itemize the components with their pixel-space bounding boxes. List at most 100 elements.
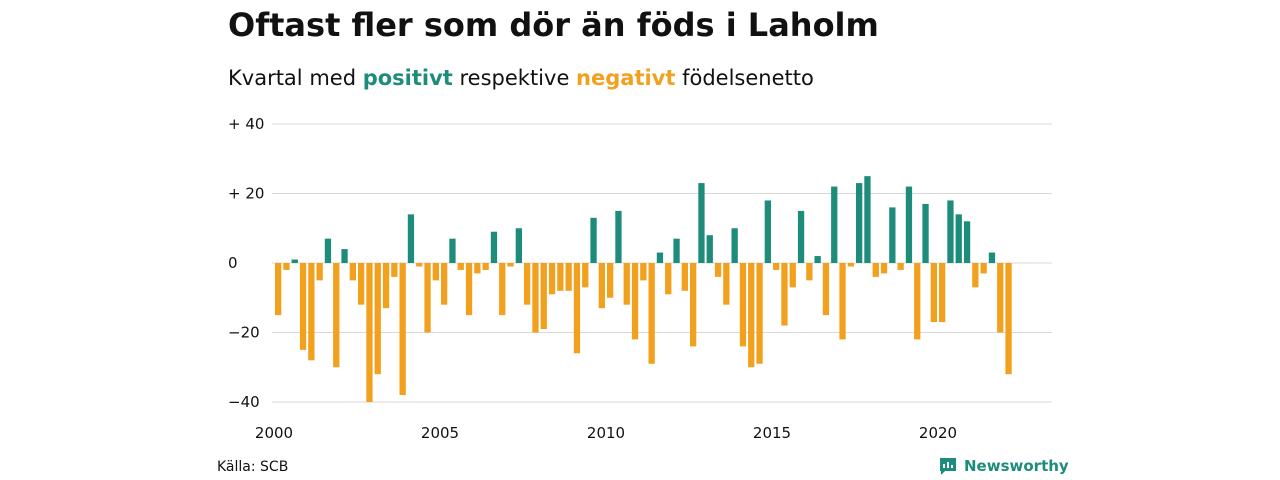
bar [648, 263, 655, 364]
bar [714, 263, 722, 277]
bar [773, 263, 780, 270]
bar [573, 263, 581, 354]
bar [524, 263, 531, 305]
bar [557, 263, 564, 291]
bar [880, 263, 888, 274]
bar [947, 200, 954, 263]
bar [532, 263, 539, 333]
bar [391, 263, 398, 277]
bar [731, 228, 738, 263]
bar [930, 263, 937, 323]
bar [806, 263, 813, 281]
bar [449, 238, 456, 263]
bar [988, 252, 996, 263]
bar [341, 249, 348, 263]
bar [972, 263, 979, 288]
bar [582, 263, 589, 288]
brand-logo[interactable]: Newsworthy [938, 456, 1069, 476]
bar [465, 263, 473, 316]
bar [441, 263, 448, 305]
y-tick-label: −20 [228, 324, 260, 342]
bar [980, 263, 987, 274]
bar [723, 263, 730, 305]
bar [474, 263, 481, 274]
bar [939, 263, 946, 323]
bar [673, 238, 680, 263]
x-tick-label: 2005 [421, 424, 459, 442]
bar [847, 263, 854, 267]
bar [897, 263, 904, 270]
chart-subtitle: Kvartal med positivt respektive negativt… [228, 66, 814, 90]
bar [665, 263, 672, 295]
bar [922, 203, 929, 263]
bar [623, 263, 630, 305]
bar [764, 200, 771, 263]
bar [814, 256, 821, 263]
bar [756, 263, 763, 364]
bar [324, 238, 332, 263]
bar [598, 263, 605, 309]
bar [299, 263, 307, 350]
bar [366, 263, 373, 402]
bar [349, 263, 356, 281]
bar [416, 263, 423, 267]
bar [963, 221, 971, 263]
bar [789, 263, 796, 288]
bar [706, 235, 713, 263]
bar [507, 263, 514, 267]
bar [889, 207, 896, 263]
bar [490, 231, 498, 263]
subtitle-prefix: Kvartal med [228, 66, 363, 90]
bar [374, 263, 381, 375]
bar [548, 263, 556, 295]
bar [905, 186, 913, 263]
chart-title: Oftast fler som dör än föds i Laholm [228, 6, 879, 44]
y-tick-label: 0 [228, 254, 238, 272]
bar [590, 217, 597, 263]
bar [565, 263, 572, 291]
bar [640, 263, 647, 281]
bar [656, 252, 664, 263]
bar [407, 214, 415, 263]
bar [997, 263, 1004, 333]
bar [864, 176, 871, 263]
bar [681, 263, 688, 291]
y-tick-label: + 20 [228, 185, 264, 203]
subtitle-positive-word: positivt [362, 66, 453, 90]
bar [739, 263, 747, 347]
newsworthy-logo-icon [940, 458, 956, 475]
x-tick-label: 2015 [753, 424, 791, 442]
bar [316, 263, 323, 281]
bar [482, 263, 489, 270]
bar [499, 263, 506, 316]
bar [457, 263, 464, 270]
bar [283, 263, 290, 270]
bar [333, 263, 340, 368]
bar [797, 210, 805, 263]
bar [275, 263, 282, 316]
bar [856, 183, 863, 263]
bar [698, 183, 705, 263]
bar [872, 263, 879, 277]
bar [607, 263, 614, 298]
bar [631, 263, 639, 340]
subtitle-suffix: födelsenetto [675, 66, 814, 90]
bar [1005, 263, 1012, 375]
bar [515, 228, 522, 263]
y-tick-label: + 40 [228, 115, 264, 133]
bar [822, 263, 830, 316]
bar [690, 263, 697, 347]
subtitle-negative-word: negativt [576, 66, 676, 90]
y-tick-label: −40 [228, 393, 260, 411]
bar [615, 210, 622, 263]
brand-name: Newsworthy [964, 457, 1069, 475]
bar [308, 263, 315, 361]
x-tick-label: 2010 [587, 424, 625, 442]
x-tick-label: 2000 [255, 424, 293, 442]
bar [424, 263, 431, 333]
bar [748, 263, 755, 368]
bar [291, 259, 298, 263]
subtitle-middle: respektive [452, 66, 577, 90]
bar [781, 263, 788, 326]
